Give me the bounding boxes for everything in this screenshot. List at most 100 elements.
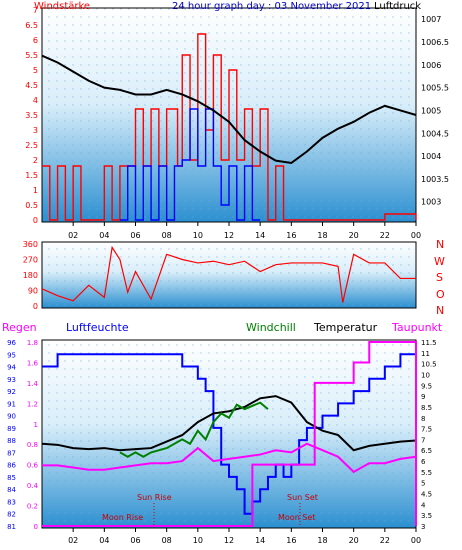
temp-tick-9.5: 9.5	[421, 382, 432, 390]
pressure-tick-1004: 1004	[421, 152, 441, 161]
direction-tick-180: 180	[23, 271, 38, 280]
x-tick-bottom-18: 18	[317, 536, 327, 545]
x-tick-bottom-12: 12	[224, 536, 234, 545]
temp-tick-3.5: 3.5	[421, 512, 432, 520]
x-tick-bottom-04: 04	[99, 536, 109, 545]
humidity-tick-96: 96	[7, 339, 16, 347]
wind-tick-5.5: 5.5	[25, 51, 38, 60]
x-tick-top-06: 06	[130, 231, 140, 240]
temp-tick-6.5: 6.5	[421, 447, 432, 455]
x-tick-top-02: 02	[68, 231, 78, 240]
regen-label: Regen	[2, 321, 37, 334]
humidity-tick-90: 90	[7, 413, 16, 421]
taupunkt-label: Taupunkt	[391, 321, 443, 334]
x-tick-bottom-14: 14	[255, 536, 265, 545]
humidity-tick-81: 81	[7, 523, 16, 531]
temp-tick-4: 4	[421, 501, 426, 509]
pressure-tick-1003.5: 1003.5	[421, 175, 449, 184]
wind-tick-2: 2	[33, 156, 38, 165]
x-tick-top-18: 18	[317, 231, 327, 240]
humidity-tick-94: 94	[7, 364, 16, 372]
bottom-panel-dots	[42, 340, 416, 528]
humidity-tick-89: 89	[7, 425, 16, 433]
regen-tick-0: 0	[34, 523, 38, 531]
temp-tick-11: 11	[421, 350, 430, 358]
humidity-tick-95: 95	[7, 351, 16, 359]
luftfeuchte-label: Luftfeuchte	[66, 321, 129, 334]
series-windrichtung	[41, 245, 416, 303]
temp-tick-7: 7	[421, 436, 425, 444]
wind-tick-3.5: 3.5	[25, 111, 38, 120]
regen-tick-1.2: 1.2	[27, 400, 38, 408]
wind-tick-7: 7	[33, 6, 38, 15]
temperatur-label: Temperatur	[313, 321, 378, 334]
humidity-tick-84: 84	[7, 486, 16, 494]
humidity-tick-82: 82	[7, 511, 16, 519]
wind-tick-5: 5	[33, 66, 38, 75]
wind-tick-6.5: 6.5	[25, 21, 38, 30]
humidity-tick-92: 92	[7, 388, 16, 396]
wind-tick-0: 0	[33, 216, 38, 225]
pressure-tick-1004.5: 1004.5	[421, 129, 449, 138]
regen-tick-0.8: 0.8	[27, 441, 38, 449]
pressure-tick-1003: 1003	[421, 198, 441, 207]
chart-marks: 0202040406060808101012121414161618182020…	[7, 6, 449, 545]
x-tick-bottom-10: 10	[193, 536, 203, 545]
regen-tick-0.2: 0.2	[27, 503, 38, 511]
series-luftdruck	[41, 54, 417, 164]
moon-set-label: Moon Set	[278, 513, 315, 522]
x-tick-bottom-20: 20	[349, 536, 359, 545]
pressure-label: Luftdruck	[374, 1, 421, 12]
series-windchill	[119, 401, 269, 458]
direction-tick-0: 0	[33, 302, 38, 311]
regen-tick-1: 1	[34, 421, 38, 429]
series-windstaerke	[42, 33, 417, 221]
wind-strength-label: Windstärke	[34, 1, 90, 12]
x-tick-top-12: 12	[224, 231, 234, 240]
temp-tick-8: 8	[421, 415, 425, 423]
dir-letter-w: W	[434, 255, 445, 268]
x-tick-bottom-22: 22	[380, 536, 390, 545]
humidity-tick-87: 87	[7, 449, 16, 457]
wind-tick-2.5: 2.5	[25, 141, 38, 150]
sun-rise-label: Sun Rise	[137, 493, 172, 502]
x-tick-top-16: 16	[286, 231, 296, 240]
x-tick-bottom-16: 16	[286, 536, 296, 545]
humidity-tick-86: 86	[7, 462, 16, 470]
temp-tick-5.5: 5.5	[421, 469, 432, 477]
x-tick-top-00: 00	[411, 231, 421, 240]
windchill-label: Windchill	[246, 321, 296, 334]
wind-tick-0.5: 0.5	[25, 201, 38, 210]
series-regen	[42, 341, 417, 527]
direction-tick-360: 360	[23, 240, 38, 249]
wind-tick-3: 3	[33, 126, 38, 135]
x-tick-top-22: 22	[380, 231, 390, 240]
wind-tick-4: 4	[33, 96, 38, 105]
pressure-tick-1006: 1006	[421, 61, 441, 70]
dir-letter-s: S	[436, 271, 443, 284]
series-taupunkt	[42, 442, 417, 474]
dir-letter-n-top: N	[436, 238, 444, 251]
wind-tick-1.5: 1.5	[25, 171, 38, 180]
regen-tick-0.4: 0.4	[27, 482, 39, 490]
moon-rise-label: Moon Rise	[102, 513, 143, 522]
x-tick-bottom-00: 00	[411, 536, 421, 545]
mid-panel-dots	[42, 242, 416, 308]
humidity-tick-91: 91	[7, 400, 16, 408]
temp-tick-3: 3	[421, 523, 425, 531]
humidity-tick-83: 83	[7, 498, 16, 506]
mid-panel-frame	[41, 241, 417, 309]
x-tick-bottom-08: 08	[162, 536, 172, 545]
x-tick-bottom-06: 06	[130, 536, 140, 545]
series-temperatur	[41, 395, 417, 452]
regen-tick-1.8: 1.8	[27, 339, 38, 347]
regen-tick-1.6: 1.6	[27, 359, 39, 367]
x-tick-top-08: 08	[162, 231, 172, 240]
series-boeen	[119, 108, 261, 221]
wind-tick-4.5: 4.5	[25, 81, 38, 90]
temp-tick-10.5: 10.5	[421, 361, 437, 369]
x-tick-top-10: 10	[193, 231, 203, 240]
sun-set-label: Sun Set	[287, 493, 318, 502]
